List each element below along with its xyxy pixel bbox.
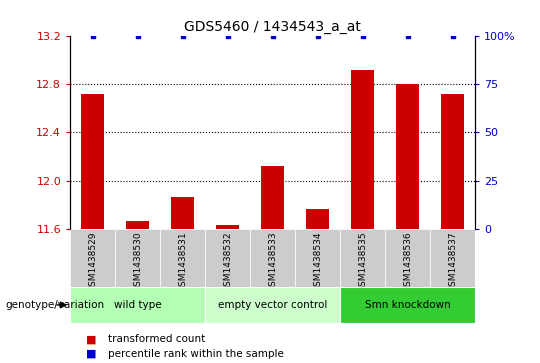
Text: GSM1438534: GSM1438534: [313, 232, 322, 292]
Bar: [172, 197, 194, 229]
Text: empty vector control: empty vector control: [218, 300, 327, 310]
Text: wild type: wild type: [114, 300, 161, 310]
Bar: [126, 221, 149, 229]
Bar: [307, 209, 329, 229]
Text: ■: ■: [86, 334, 97, 344]
Text: GSM1438536: GSM1438536: [403, 232, 412, 292]
Bar: [442, 94, 464, 229]
Text: GSM1438535: GSM1438535: [358, 232, 367, 292]
Text: GSM1438532: GSM1438532: [223, 232, 232, 292]
Bar: [396, 84, 419, 229]
Bar: [261, 166, 284, 229]
Bar: [250, 229, 295, 287]
Text: GSM1438529: GSM1438529: [88, 232, 97, 292]
Bar: [205, 287, 340, 323]
Bar: [115, 229, 160, 287]
Bar: [205, 229, 250, 287]
Text: GSM1438537: GSM1438537: [448, 232, 457, 292]
Bar: [160, 229, 205, 287]
Text: genotype/variation: genotype/variation: [5, 300, 105, 310]
Bar: [70, 287, 205, 323]
Bar: [340, 229, 385, 287]
Bar: [430, 229, 475, 287]
Text: GSM1438530: GSM1438530: [133, 232, 142, 292]
Bar: [82, 94, 104, 229]
Bar: [385, 229, 430, 287]
Bar: [340, 287, 475, 323]
Text: GSM1438533: GSM1438533: [268, 232, 277, 292]
Text: Smn knockdown: Smn knockdown: [365, 300, 450, 310]
Text: GSM1438531: GSM1438531: [178, 232, 187, 292]
Text: transformed count: transformed count: [108, 334, 205, 344]
Text: percentile rank within the sample: percentile rank within the sample: [108, 349, 284, 359]
Bar: [70, 229, 115, 287]
Bar: [217, 225, 239, 229]
Text: ■: ■: [86, 349, 97, 359]
Bar: [352, 70, 374, 229]
Bar: [295, 229, 340, 287]
Title: GDS5460 / 1434543_a_at: GDS5460 / 1434543_a_at: [184, 20, 361, 34]
